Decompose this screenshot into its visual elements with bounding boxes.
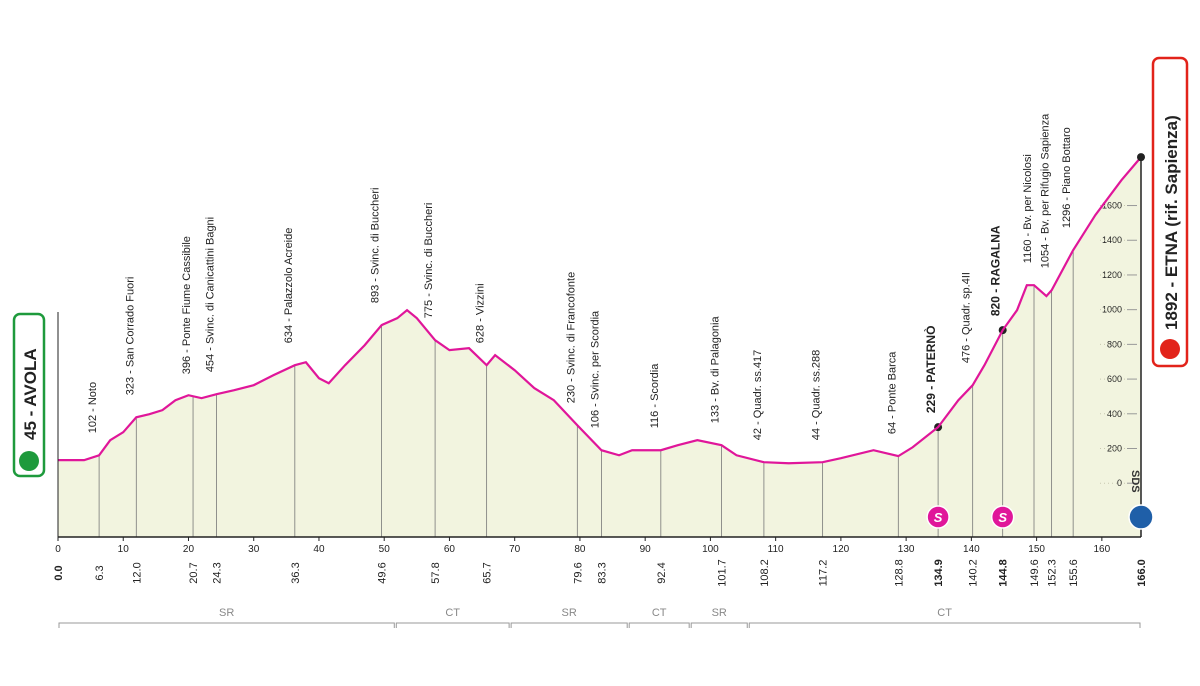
region-bracket: [395, 622, 510, 628]
y-tick-label: 0: [1117, 478, 1122, 488]
x-tick-label: 130: [898, 544, 915, 555]
start-box: [12, 312, 46, 478]
sprint-badge: [990, 505, 1015, 529]
waypoint-label: 116 - Scordia: [649, 363, 661, 428]
x-tick-label: 90: [640, 544, 652, 555]
waypoint-label: 229 - PATERNÒ: [923, 326, 938, 414]
y-tick-label: 200: [1107, 443, 1122, 453]
waypoint-label: 44 - Quadr. ss.288: [811, 350, 823, 441]
km-label: 6.3: [94, 565, 106, 580]
km-label: 101.7: [717, 559, 729, 587]
km-label: 92.4: [656, 562, 668, 583]
km-label: 83.3: [596, 562, 608, 583]
x-tick-label: 150: [1028, 544, 1045, 555]
finish-box: [1151, 56, 1189, 368]
region-label: CT: [445, 607, 460, 619]
region-label: SR: [219, 607, 234, 619]
start-icon: [19, 451, 39, 471]
finish-km: 166.0: [1136, 559, 1148, 587]
y-tick-label: 1400: [1102, 235, 1122, 245]
waypoint-label: 820 - RAGALNA: [989, 225, 1003, 316]
x-tick-label: 60: [444, 544, 456, 555]
finish-label: 1892 - ETNA (rif. Sapienza): [1162, 115, 1181, 330]
km-label: 79.6: [572, 562, 584, 583]
region-bracket: [748, 622, 1141, 628]
region-label: SR: [712, 607, 727, 619]
km-label: 20.7: [188, 562, 200, 583]
region-bracket: [58, 622, 395, 628]
region-label: SR: [562, 607, 577, 619]
km-label: 149.6: [1029, 559, 1041, 587]
x-tick-label: 160: [1094, 544, 1111, 555]
finish-marker: [1128, 504, 1154, 530]
y-tick-label: 400: [1107, 409, 1122, 419]
x-tick-label: 10: [118, 544, 130, 555]
waypoint-label: 1160 - Bv. per Nicolosi: [1022, 154, 1034, 263]
sprint-symbol: S: [998, 510, 1007, 525]
region-bracket: [510, 622, 628, 628]
km-label: 65.7: [482, 562, 494, 583]
km-label: 144.8: [998, 559, 1010, 587]
km-label: 24.3: [212, 562, 224, 583]
x-tick-label: 50: [379, 544, 391, 555]
y-tick-label: 1000: [1102, 305, 1122, 315]
y-tick-label: 800: [1107, 339, 1122, 349]
x-tick-label: 0: [55, 544, 61, 555]
km-label: 155.6: [1068, 559, 1080, 587]
x-tick-label: 110: [768, 544, 784, 555]
x-tick-label: 30: [248, 544, 260, 555]
waypoint-label: 42 - Quadr. ss.417: [752, 350, 764, 441]
km-label: 49.6: [377, 562, 389, 583]
region-bracket: [690, 622, 748, 628]
logo: SDS: [1129, 470, 1141, 493]
region-bracket: [628, 622, 690, 628]
waypoint-label: 1296 - Piano Bottaro: [1061, 127, 1073, 228]
region-label: CT: [937, 607, 952, 619]
y-tick-label: 1200: [1102, 270, 1122, 280]
km-label: 108.2: [759, 559, 771, 587]
waypoint-label: 106 - Svinc. per Scordia: [589, 310, 601, 428]
waypoint-label: 476 - Quadr. sp.4II: [961, 272, 973, 363]
y-tick-label: 600: [1107, 374, 1122, 384]
waypoint-label: 454 - Svinc. di Canicattini Bagni: [205, 217, 217, 372]
x-tick-label: 100: [702, 544, 719, 555]
sprint-symbol: S: [934, 510, 943, 525]
waypoint-label: 64 - Ponte Barca: [886, 351, 898, 434]
km-label: 128.8: [893, 559, 905, 587]
km-label: 36.3: [290, 562, 302, 583]
waypoint-label: 1054 - Bv. per Rifugio Sapienza: [1040, 113, 1052, 268]
finish-dot: [1137, 153, 1145, 162]
km-label: 134.9: [933, 559, 945, 587]
x-tick-label: 70: [509, 544, 521, 555]
start-km: 0.0: [53, 565, 65, 580]
km-label: 152.3: [1047, 559, 1059, 587]
y-tick-label: 1600: [1102, 201, 1122, 211]
km-label: 140.2: [968, 559, 980, 587]
profile-line: [58, 156, 1142, 465]
x-tick-label: 140: [963, 544, 980, 555]
profile-area: [58, 157, 1141, 537]
km-label: 117.2: [818, 560, 830, 587]
finish-icon: [1160, 339, 1180, 359]
x-tick-label: 120: [833, 544, 850, 555]
km-label: 12.0: [131, 562, 143, 583]
km-label: 57.8: [430, 562, 442, 583]
region-label: CT: [652, 607, 667, 619]
waypoint-label: 634 - Palazzolo Acreide: [283, 228, 295, 344]
x-tick-label: 40: [313, 544, 325, 555]
waypoint-label: 323 - San Corrado Fuori: [124, 277, 136, 396]
waypoint-label: 102 - Noto: [87, 382, 99, 433]
waypoint-label: 133 - Bv. di Palagonia: [710, 316, 722, 424]
waypoint-label: 628 - Vizzini: [475, 283, 487, 343]
x-tick-label: 80: [574, 544, 586, 555]
waypoint-label: 230 - Svinc. di Francofonte: [565, 272, 577, 403]
start-label: 45 - AVOLA: [21, 348, 40, 440]
sprint-badge: [926, 505, 950, 529]
waypoint-label: 775 - Svinc. di Buccheri: [423, 203, 435, 319]
waypoint-label: 396 - Ponte Fiume Cassibile: [181, 236, 193, 374]
x-tick-label: 20: [183, 544, 195, 555]
waypoint-label: 893 - Svinc. di Buccheri: [370, 188, 382, 304]
